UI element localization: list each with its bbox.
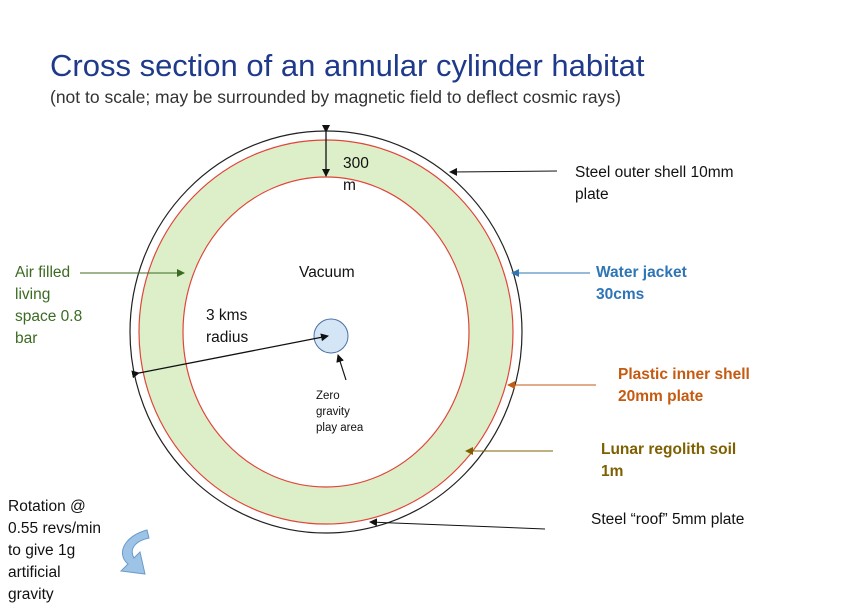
steel-roof-pointer	[369, 518, 546, 530]
steel-outer-shell-label: Steel outer shell 10mm plate	[575, 164, 734, 203]
zero-gravity-label: Zero gravity play area	[316, 390, 364, 434]
page-subtitle: (not to scale; may be surrounded by magn…	[50, 87, 621, 107]
steel-outer-pointer	[449, 167, 558, 176]
thickness-label: 300 m	[343, 155, 369, 194]
air-filled-label: Air filled living space 0.8 bar	[15, 264, 83, 347]
zero-gravity-pointer	[336, 354, 347, 381]
vacuum-label: Vacuum	[299, 264, 355, 281]
water-jacket-label: Water jacket 30cms	[596, 264, 687, 303]
lunar-regolith-label: Lunar regolith soil 1m	[601, 441, 737, 480]
rotation-arrow-icon	[119, 529, 150, 575]
radius-label: 3 kms radius	[206, 307, 249, 346]
radius-arrow	[131, 333, 329, 379]
zero-gravity-area	[313, 318, 349, 354]
plastic-inner-shell-label: Plastic inner shell 20mm plate	[618, 366, 750, 405]
page-title: Cross section of an annular cylinder hab…	[50, 48, 645, 83]
steel-roof-label: Steel “roof” 5mm plate	[591, 511, 745, 528]
rotation-label: Rotation @ 0.55 revs/min to give 1g arti…	[8, 498, 102, 603]
